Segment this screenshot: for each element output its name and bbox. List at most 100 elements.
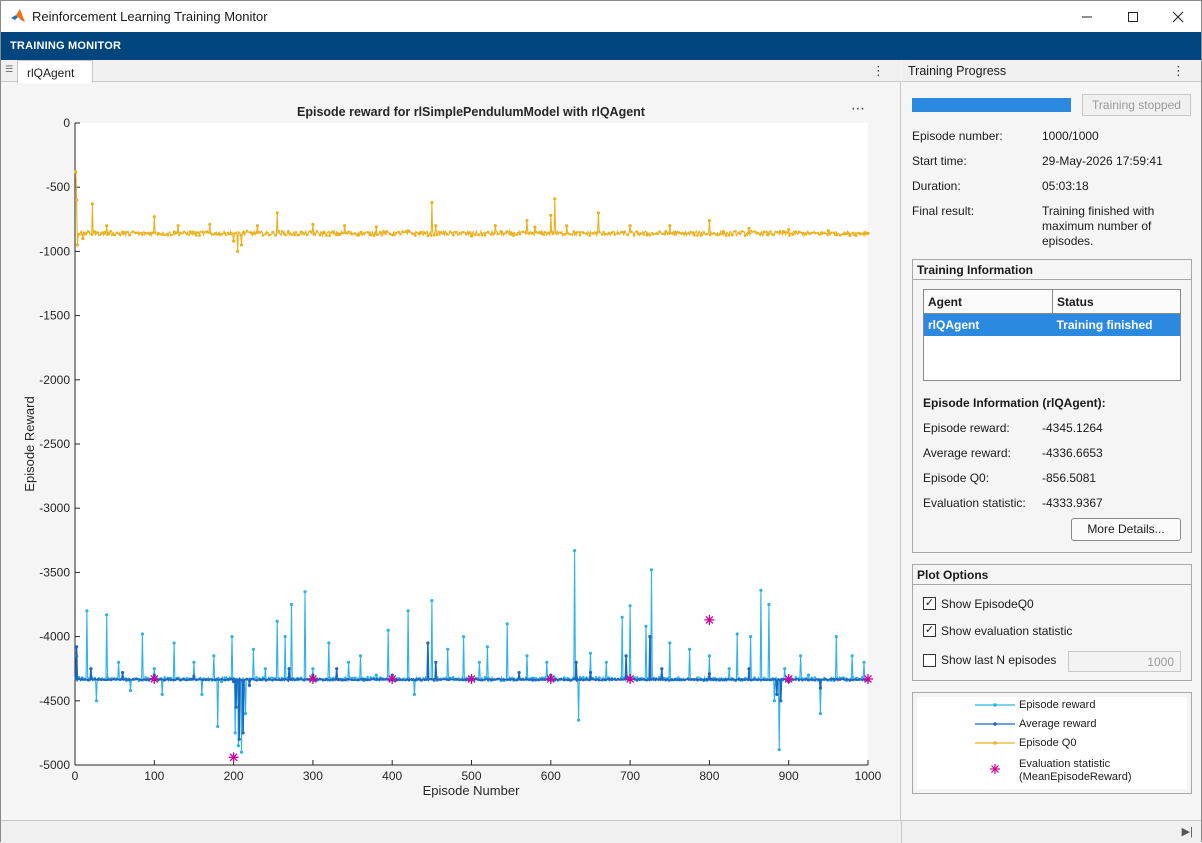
data-point — [834, 635, 838, 639]
data-point — [439, 678, 442, 682]
training-stopped-button[interactable]: Training stopped — [1082, 94, 1191, 116]
data-point — [842, 232, 845, 236]
data-point — [724, 678, 728, 681]
data-point — [96, 231, 100, 235]
data-point — [375, 677, 379, 681]
data-point — [417, 677, 420, 681]
grip-icon[interactable]: ☰ — [5, 64, 14, 74]
episode-reward-value: -4345.1264 — [1042, 421, 1103, 435]
data-point — [347, 230, 350, 233]
data-point — [655, 232, 658, 235]
data-point — [331, 230, 335, 233]
close-button[interactable] — [1155, 1, 1201, 32]
document-menu-icon[interactable]: ⋮ — [872, 63, 885, 78]
data-point — [379, 230, 382, 234]
data-point — [131, 678, 135, 681]
show-episodeq0-checkbox[interactable]: ✓ — [923, 597, 936, 610]
evaluation-point — [149, 673, 160, 684]
data-point — [401, 230, 404, 233]
data-point — [651, 677, 655, 681]
data-point — [616, 231, 620, 235]
data-point — [597, 230, 601, 234]
data-point — [318, 677, 322, 681]
panel-menu-icon[interactable]: ⋮ — [1172, 63, 1185, 78]
minimize-button[interactable] — [1064, 1, 1110, 32]
data-point — [94, 699, 98, 703]
data-point — [639, 232, 642, 235]
data-point — [826, 229, 830, 233]
chart-options-icon[interactable]: ⋯ — [851, 101, 865, 117]
axes: 0 100 200 300 400 500 600 700 800 900 1000 0 -500 -10… — [39, 116, 881, 783]
data-point — [707, 219, 712, 223]
data-point — [296, 233, 300, 237]
data-point — [458, 678, 461, 682]
data-point — [845, 677, 848, 681]
data-point — [477, 233, 480, 237]
data-point — [480, 233, 484, 237]
data-point — [594, 678, 598, 681]
tab-training-monitor[interactable]: TRAINING MONITOR — [10, 40, 122, 52]
data-point — [423, 678, 427, 682]
more-details-button[interactable]: More Details... — [1071, 518, 1181, 541]
data-point — [788, 234, 791, 237]
maximize-button[interactable] — [1110, 1, 1156, 32]
data-point — [118, 233, 122, 237]
legend-swatches — [975, 703, 1015, 774]
data-point — [430, 201, 434, 205]
x-tick-label: 500 — [461, 769, 481, 783]
data-point — [737, 231, 740, 235]
show-last-n-checkbox[interactable] — [923, 654, 936, 667]
data-point — [794, 678, 798, 681]
data-point — [125, 677, 128, 681]
data-point — [150, 231, 154, 235]
table-row[interactable]: rlQAgent Training finished — [923, 313, 1181, 336]
data-point — [169, 678, 173, 682]
data-point — [699, 234, 702, 237]
last-n-episodes-input[interactable]: 1000 — [1068, 651, 1181, 672]
data-point — [212, 654, 216, 658]
data-point — [77, 677, 81, 681]
data-point — [543, 231, 547, 234]
data-point — [547, 231, 550, 235]
data-point — [255, 231, 258, 234]
data-point — [299, 677, 303, 681]
data-point — [198, 234, 201, 237]
data-point — [696, 234, 699, 237]
data-point — [176, 231, 179, 234]
legend-swatch-average-reward — [975, 722, 1015, 726]
data-point — [303, 590, 307, 594]
dock-panel-icon[interactable]: ▶| — [1181, 826, 1193, 838]
tab-rlqagent[interactable]: rlQAgent — [17, 60, 93, 83]
data-point — [413, 678, 417, 682]
data-point — [93, 678, 97, 681]
data-point — [90, 202, 94, 206]
data-point — [366, 231, 369, 234]
data-point — [537, 678, 541, 682]
data-point — [327, 641, 331, 645]
y-tick-label: -2500 — [39, 437, 70, 451]
data-point — [229, 232, 233, 236]
reward-chart: Episode reward for rlSimplePendulumModel… — [22, 101, 882, 798]
data-point — [176, 224, 180, 228]
data-point — [610, 231, 614, 234]
data-point — [515, 233, 518, 236]
data-point — [321, 230, 325, 234]
data-point — [258, 677, 262, 681]
data-point — [420, 230, 423, 234]
data-point — [749, 635, 753, 639]
data-point — [75, 243, 79, 247]
data-point — [172, 678, 176, 682]
data-point — [813, 676, 817, 679]
data-point — [721, 678, 725, 681]
data-point — [832, 231, 836, 235]
data-point — [112, 677, 116, 681]
data-point — [417, 232, 420, 235]
data-point — [188, 230, 192, 233]
data-point — [712, 678, 715, 682]
data-point — [832, 677, 836, 681]
data-point — [496, 677, 500, 681]
training-progress-bar — [912, 98, 1071, 112]
show-evaluation-statistic-checkbox[interactable]: ✓ — [923, 624, 936, 637]
data-point — [604, 660, 608, 664]
data-point — [861, 232, 864, 235]
